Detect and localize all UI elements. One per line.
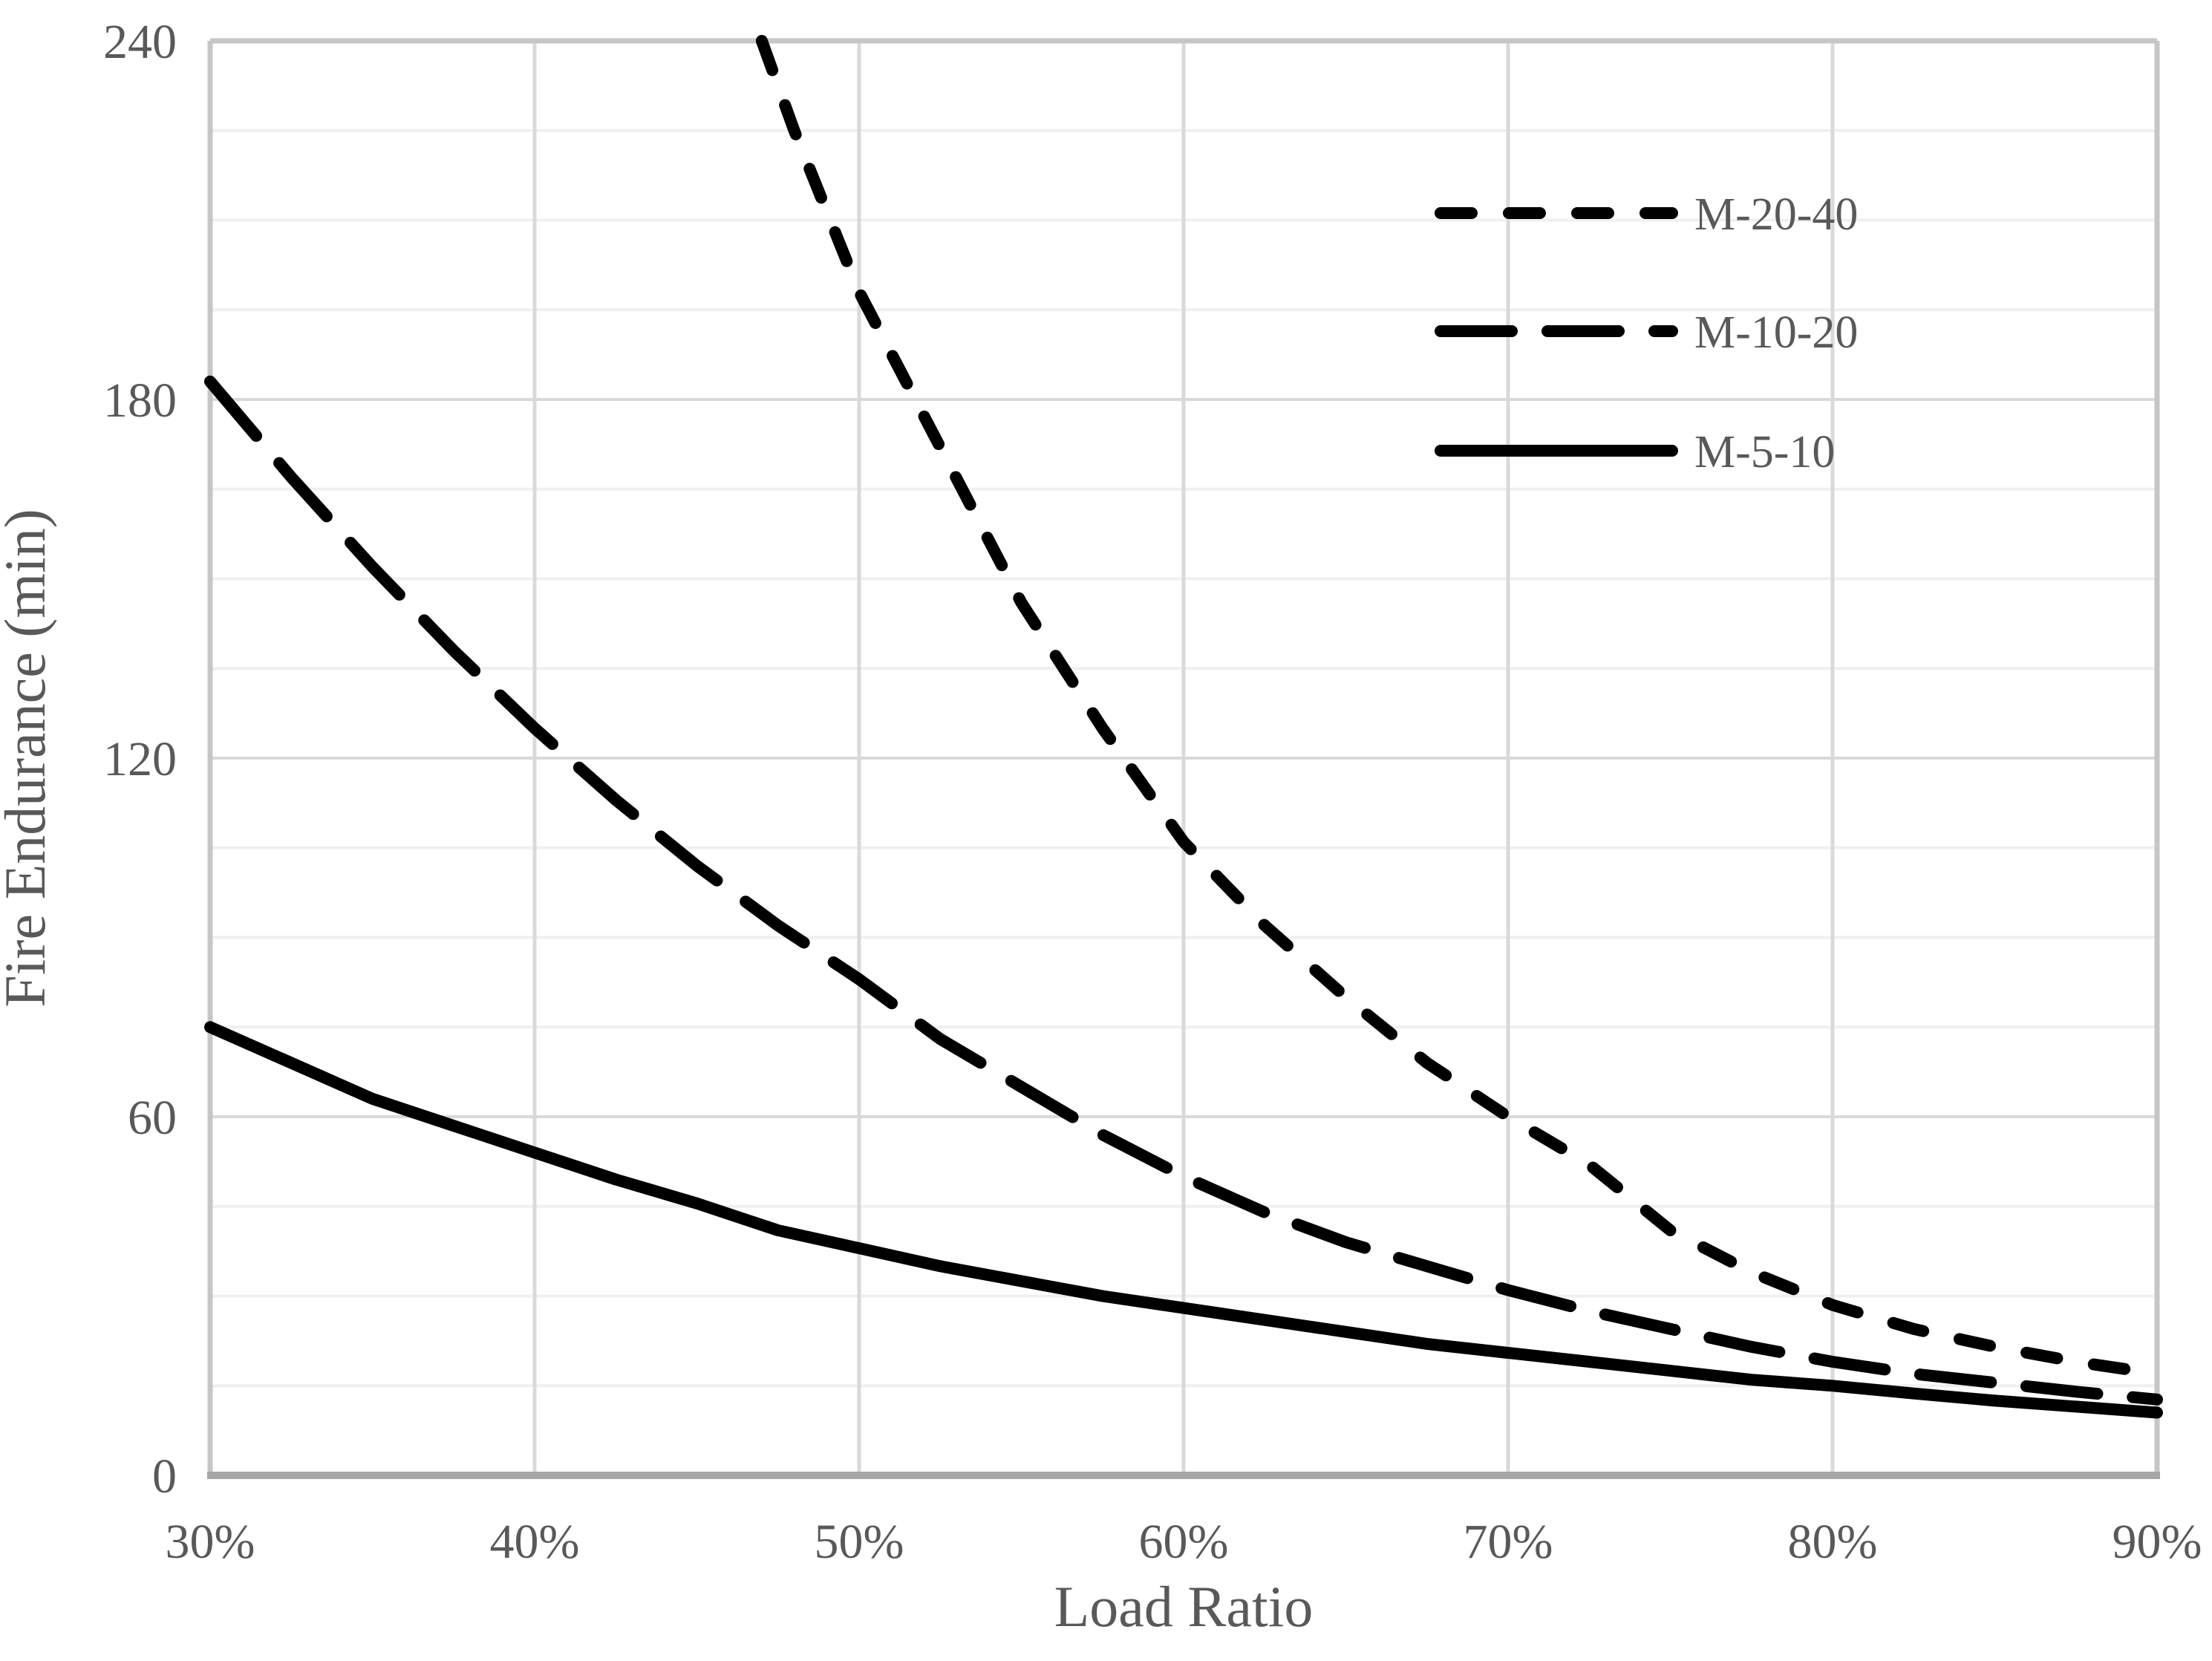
series-line-m-10-20 (204, 375, 2163, 1406)
y-tick-label: 180 (103, 373, 177, 428)
y-tick-label: 60 (128, 1091, 177, 1145)
data-series-lines (204, 35, 2163, 1419)
legend-label-m-10-20: M-10-20 (1694, 307, 1858, 358)
x-axis-title: Load Ratio (1054, 1574, 1314, 1639)
x-axis-tick-labels: 30% 40% 50% 60% 70% 80% 90% (166, 1515, 2202, 1569)
y-axis-tick-labels: 0 60 120 180 240 (103, 15, 177, 1504)
series-line-m-5-10 (204, 1021, 2163, 1419)
x-tick-label: 40% (490, 1515, 580, 1569)
plot-area-border (207, 38, 2160, 1479)
legend-label-m-5-10: M-5-10 (1694, 427, 1835, 477)
major-gridlines (210, 41, 2157, 1475)
y-tick-label: 0 (152, 1449, 177, 1504)
x-tick-label: 80% (1788, 1515, 1878, 1569)
x-tick-label: 70% (1464, 1515, 1553, 1569)
x-tick-label: 90% (2113, 1515, 2202, 1569)
series-line-m-20-40 (755, 35, 2163, 1380)
x-tick-label: 30% (166, 1515, 255, 1569)
legend-label-m-20-40: M-20-40 (1694, 189, 1858, 240)
y-tick-label: 120 (103, 732, 177, 786)
x-tick-label: 50% (815, 1515, 904, 1569)
legend: M-20-40 M-10-20 M-5-10 (1435, 189, 1858, 477)
y-axis-title: Fire Endurance (min) (0, 509, 57, 1007)
y-tick-label: 240 (103, 15, 177, 69)
x-tick-label: 60% (1139, 1515, 1229, 1569)
